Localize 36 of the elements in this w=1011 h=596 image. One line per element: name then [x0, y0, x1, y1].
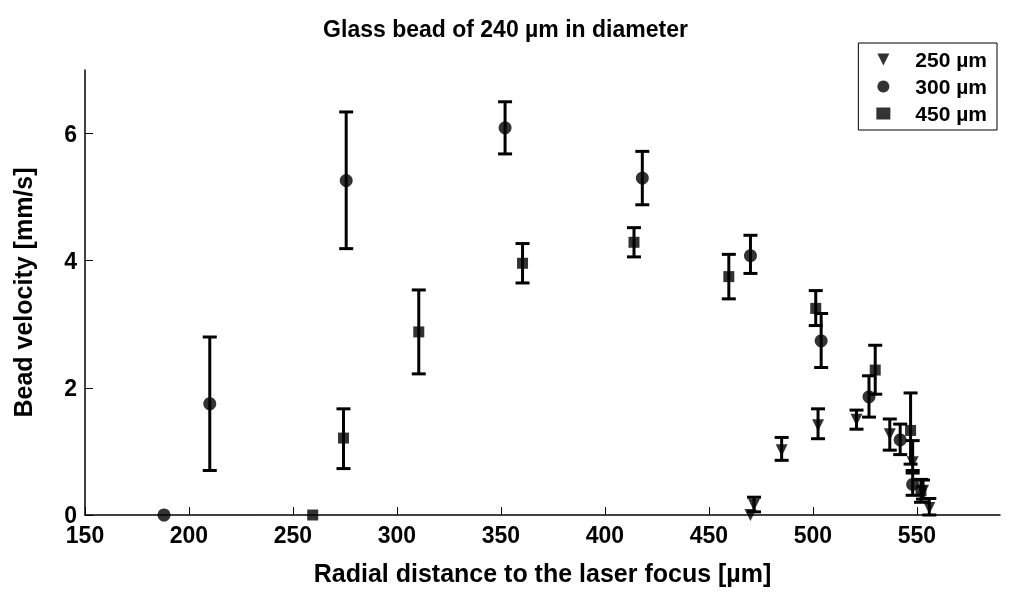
point: [862, 390, 876, 404]
point: [307, 509, 319, 521]
point: [635, 171, 649, 185]
x-tick-label: 550: [897, 521, 937, 548]
point: [814, 334, 828, 348]
legend-label: 250 µm: [915, 48, 988, 71]
y-tick-label: 4: [64, 247, 78, 274]
x-axis-title: Radial distance to the laser focus [µm]: [313, 558, 772, 587]
x-tick-label: 450: [689, 521, 729, 548]
point: [628, 236, 640, 248]
point: [743, 249, 757, 263]
y-axis-title: Bead velocity [mm/s]: [8, 167, 37, 418]
x-tick-label: 250: [273, 521, 313, 548]
point: [723, 271, 735, 283]
point: [869, 364, 881, 376]
x-tick-label: 500: [793, 521, 833, 548]
legend-label: 450 µm: [915, 102, 988, 125]
y-tick-label: 6: [64, 120, 77, 147]
point: [810, 302, 822, 314]
point: [339, 174, 353, 188]
y-tick-label: 2: [64, 374, 77, 401]
point: [498, 121, 512, 135]
x-tick-label: 400: [585, 521, 625, 548]
point: [413, 326, 425, 338]
chart-title: Glass bead of 240 µm in diameter: [323, 15, 688, 42]
point: [893, 433, 907, 447]
x-tick-label: 350: [481, 521, 521, 548]
legend-label: 300 µm: [915, 75, 988, 98]
point: [744, 509, 757, 521]
x-tick-label: 300: [377, 521, 417, 548]
point: [337, 432, 349, 444]
point: [905, 424, 917, 436]
x-tick-label: 200: [169, 521, 209, 548]
point: [203, 397, 217, 411]
point: [157, 508, 171, 522]
point: [517, 257, 529, 269]
